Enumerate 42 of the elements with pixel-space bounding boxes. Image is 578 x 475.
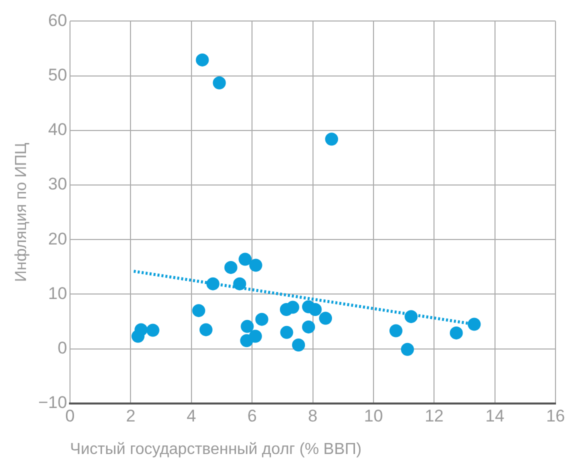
point xyxy=(450,326,463,340)
point xyxy=(240,320,254,333)
point xyxy=(238,252,252,266)
point xyxy=(400,342,414,356)
point xyxy=(255,312,268,326)
x-tick-label: 2 xyxy=(126,406,136,426)
point xyxy=(319,312,332,325)
y-tick-label: 10 xyxy=(48,284,68,303)
x-tick-label: 6 xyxy=(247,406,257,426)
point xyxy=(132,330,145,343)
point xyxy=(468,318,481,331)
y-tick-label: 50 xyxy=(48,65,68,84)
point xyxy=(308,302,322,316)
point xyxy=(212,76,226,90)
y-tick-label: −10 xyxy=(38,393,68,412)
y-axis-title: Инфляция по ИПЦ xyxy=(13,142,30,282)
x-tick-label: 10 xyxy=(364,406,383,426)
point xyxy=(249,258,262,272)
point xyxy=(292,338,306,352)
y-tick-label: 40 xyxy=(48,120,68,140)
point xyxy=(286,300,300,314)
x-tick-label: 14 xyxy=(485,406,504,426)
point xyxy=(192,304,206,318)
x-tick-label: 16 xyxy=(546,406,566,426)
x-tick-label: 4 xyxy=(186,406,196,426)
point xyxy=(248,330,262,343)
x-axis-title: Чистый государственный долг (% ВВП) xyxy=(70,440,362,458)
point xyxy=(199,323,212,336)
point xyxy=(325,132,338,146)
y-tick-label: 60 xyxy=(48,10,68,30)
point xyxy=(302,320,316,334)
x-tick-label: 12 xyxy=(424,406,444,426)
point xyxy=(196,53,209,66)
point xyxy=(280,326,294,339)
point xyxy=(389,324,402,338)
point xyxy=(146,324,160,337)
y-tick-label: 0 xyxy=(58,338,68,358)
x-tick-label: 8 xyxy=(308,406,318,426)
y-tick-label: 30 xyxy=(48,174,68,194)
point xyxy=(224,260,238,274)
y-tick-label: 20 xyxy=(48,229,68,248)
point xyxy=(233,277,246,290)
